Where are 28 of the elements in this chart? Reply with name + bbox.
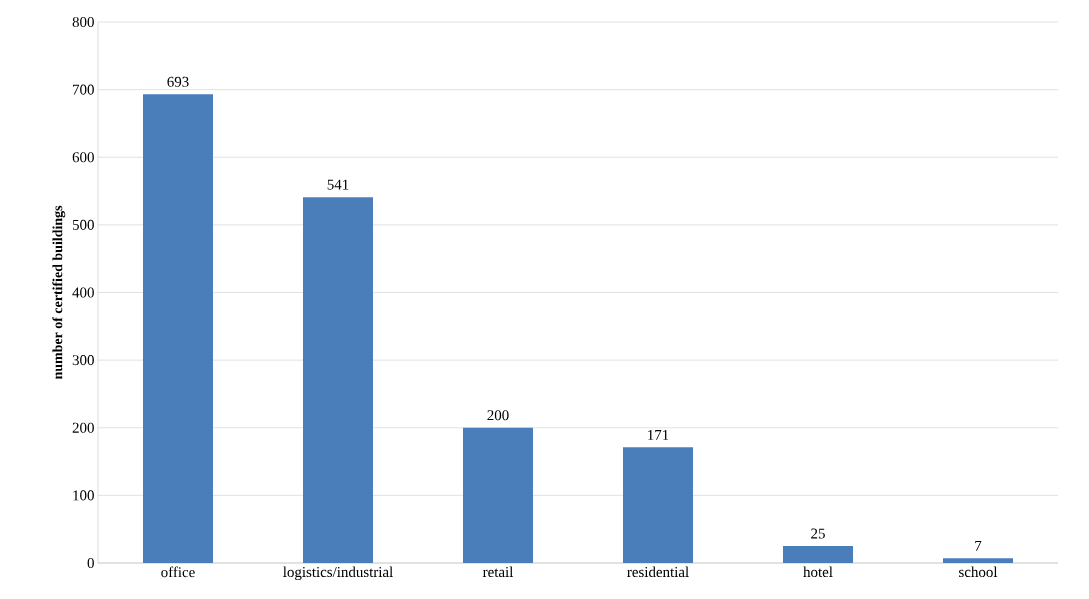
- x-tick-label: logistics/industrial: [283, 566, 393, 581]
- data-label: 541: [327, 179, 349, 190]
- y-tick-label: 300: [72, 355, 94, 366]
- y-tick-label: 400: [72, 287, 94, 298]
- y-tick-label: 100: [73, 490, 94, 501]
- y-tick-label: 600: [72, 152, 94, 163]
- bar: [303, 197, 373, 563]
- bar: [143, 94, 213, 563]
- data-label: 25: [811, 528, 825, 539]
- bar: [783, 546, 853, 563]
- bar: [623, 447, 693, 563]
- y-tick-label: 0: [87, 557, 94, 569]
- data-label: 171: [648, 429, 669, 440]
- data-label: 200: [487, 410, 509, 421]
- x-tick-label: retail: [482, 566, 514, 578]
- x-tick-label: school: [959, 566, 998, 578]
- data-label: 693: [167, 76, 189, 87]
- y-axis-title: number of certified buildings: [52, 205, 66, 380]
- y-tick-label: 700: [73, 84, 94, 95]
- x-tick-label: residential: [627, 566, 689, 578]
- y-tick-label: 800: [72, 16, 94, 28]
- bar: [943, 558, 1013, 563]
- y-tick-label: 500: [72, 219, 94, 230]
- data-label: 7: [975, 540, 982, 551]
- x-tick-label: office: [161, 566, 195, 578]
- y-tick-label: 200: [72, 422, 94, 433]
- bar: [463, 427, 533, 563]
- x-tick-label: hotel: [803, 566, 833, 578]
